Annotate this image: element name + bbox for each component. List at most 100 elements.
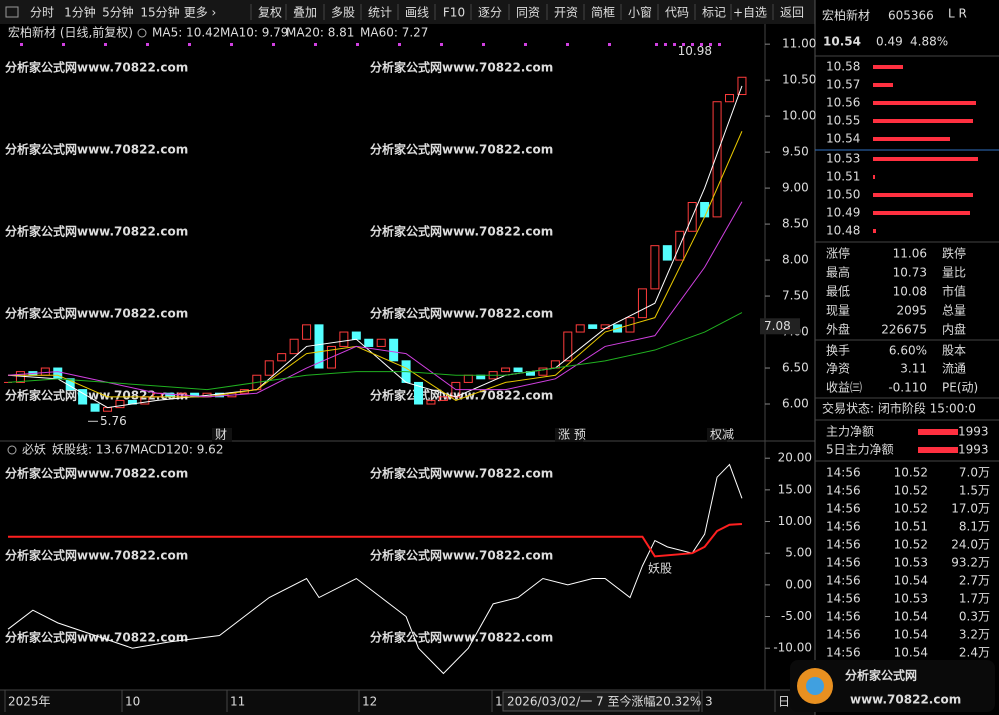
tool-button[interactable]: 画线: [405, 6, 429, 20]
book-price: 10.55: [826, 114, 860, 128]
trade-time: 14:56: [826, 628, 861, 642]
flags: L R: [948, 7, 967, 21]
y-tick-label: 10.00: [778, 514, 812, 528]
book-price: 10.58: [826, 60, 860, 74]
watermark: 分析家公式网www.70822.com: [370, 548, 553, 563]
stat-value: 10.73: [893, 266, 927, 280]
candle: [326, 345, 336, 369]
tool-button[interactable]: 代码: [665, 6, 689, 20]
tool-button[interactable]: +自选: [733, 6, 767, 20]
top-dot: [566, 43, 569, 46]
tool-button[interactable]: 小窗: [628, 6, 652, 20]
book-volume-bar: [873, 175, 875, 179]
ma-line: [7, 312, 743, 391]
signal-label: 妖股: [648, 562, 672, 576]
book-price: 10.54: [826, 132, 860, 146]
tool-button[interactable]: 开资: [554, 6, 578, 20]
stat-value: 3.11: [900, 362, 927, 376]
stat-value: 2095: [896, 304, 927, 318]
book-price: 10.48: [826, 224, 860, 238]
tool-button[interactable]: 标记: [702, 6, 726, 20]
event-label: 涨 预: [558, 427, 586, 442]
trade-time: 14:56: [826, 574, 861, 588]
period-button[interactable]: 分时: [30, 6, 54, 20]
trade-price: 10.52: [894, 466, 928, 480]
watermark: 分析家公式网www.70822.com: [5, 466, 188, 481]
trade-price: 10.54: [894, 628, 928, 642]
stat-value: 11.06: [893, 247, 927, 261]
book-volume-bar: [873, 83, 893, 87]
stat-label: 最低: [826, 285, 850, 299]
y-tick-label: 10.00: [782, 109, 816, 123]
watermark: 分析家公式网www.70822.com: [370, 306, 553, 321]
stat-value: 226675: [881, 323, 927, 337]
watermark: 分析家公式网www.70822.com: [370, 630, 553, 645]
candle: [389, 338, 399, 362]
period-button[interactable]: 1分钟: [64, 5, 96, 20]
candle: [637, 288, 647, 319]
top-dot: [482, 43, 485, 46]
top-dot: [188, 43, 191, 46]
trade-volume: 3.2万: [959, 628, 990, 642]
top-dot: [146, 43, 149, 46]
flow-value: 1993: [958, 425, 989, 439]
trade-price: 10.53: [894, 556, 928, 570]
trade-price: 10.52: [894, 538, 928, 552]
top-dot: [272, 43, 275, 46]
candle: [277, 353, 287, 362]
legend-entry: MA60: 7.27: [360, 26, 428, 40]
tool-button[interactable]: 叠加: [293, 6, 317, 20]
trade-time: 14:56: [826, 646, 861, 660]
candle: [650, 245, 660, 290]
stat-label: 跌停: [942, 246, 966, 261]
indicator-line: [8, 522, 743, 558]
y-tick-label: 10.50: [782, 73, 816, 87]
price-tag: [760, 318, 800, 335]
period-button[interactable]: 更多 ›: [184, 6, 217, 20]
period-button[interactable]: 15分钟: [140, 5, 179, 20]
tool-button[interactable]: 多股: [331, 6, 355, 20]
time-label: 10: [125, 695, 140, 709]
event-marker: [555, 428, 583, 442]
logo-bg: [790, 660, 995, 712]
tool-button[interactable]: 复权: [258, 6, 282, 20]
trade-volume: 17.0万: [951, 502, 990, 516]
watermark: 分析家公式网www.70822.com: [5, 224, 188, 239]
trade-price: 10.54: [894, 574, 928, 588]
book-volume-bar: [873, 229, 876, 233]
stat-label: 内盘: [942, 322, 966, 337]
book-volume-bar: [873, 157, 978, 161]
chart-title: 宏柏新材 (日线,前复权): [8, 25, 133, 40]
candle: [364, 338, 374, 347]
candle: [712, 101, 722, 218]
book-price: 10.56: [826, 96, 860, 110]
time-label: 1: [495, 695, 503, 709]
tool-button[interactable]: 返回: [780, 6, 804, 20]
y-tick-label: 8.50: [782, 217, 809, 231]
menu-icon: [5, 6, 19, 18]
candle: [115, 399, 125, 409]
tool-button[interactable]: 逐分: [478, 6, 502, 20]
watermark: 分析家公式网www.70822.com: [370, 224, 553, 239]
indicator-line: [7, 463, 743, 675]
book-volume-bar: [873, 119, 973, 123]
tool-button[interactable]: 统计: [368, 6, 392, 20]
top-dot: [608, 43, 611, 46]
y-tick-label: 5.00: [785, 546, 812, 560]
event-marker: [707, 428, 727, 442]
trade-volume: 24.0万: [951, 538, 990, 552]
tool-button[interactable]: 简框: [591, 6, 615, 20]
candle: [90, 403, 100, 412]
top-dot: [20, 43, 23, 46]
logo-title: 分析家公式网: [845, 668, 917, 683]
price-tag-label: 7.08: [764, 319, 791, 333]
tool-button[interactable]: 同资: [516, 6, 540, 20]
book-volume-bar: [873, 65, 903, 69]
top-dot: [718, 43, 721, 46]
period-button[interactable]: 5分钟: [102, 5, 134, 20]
candle: [513, 367, 523, 373]
top-dot: [691, 43, 694, 46]
flow-bar: [918, 429, 958, 435]
watermark: 分析家公式网www.70822.com: [5, 388, 188, 403]
tool-button[interactable]: F10: [443, 6, 465, 20]
